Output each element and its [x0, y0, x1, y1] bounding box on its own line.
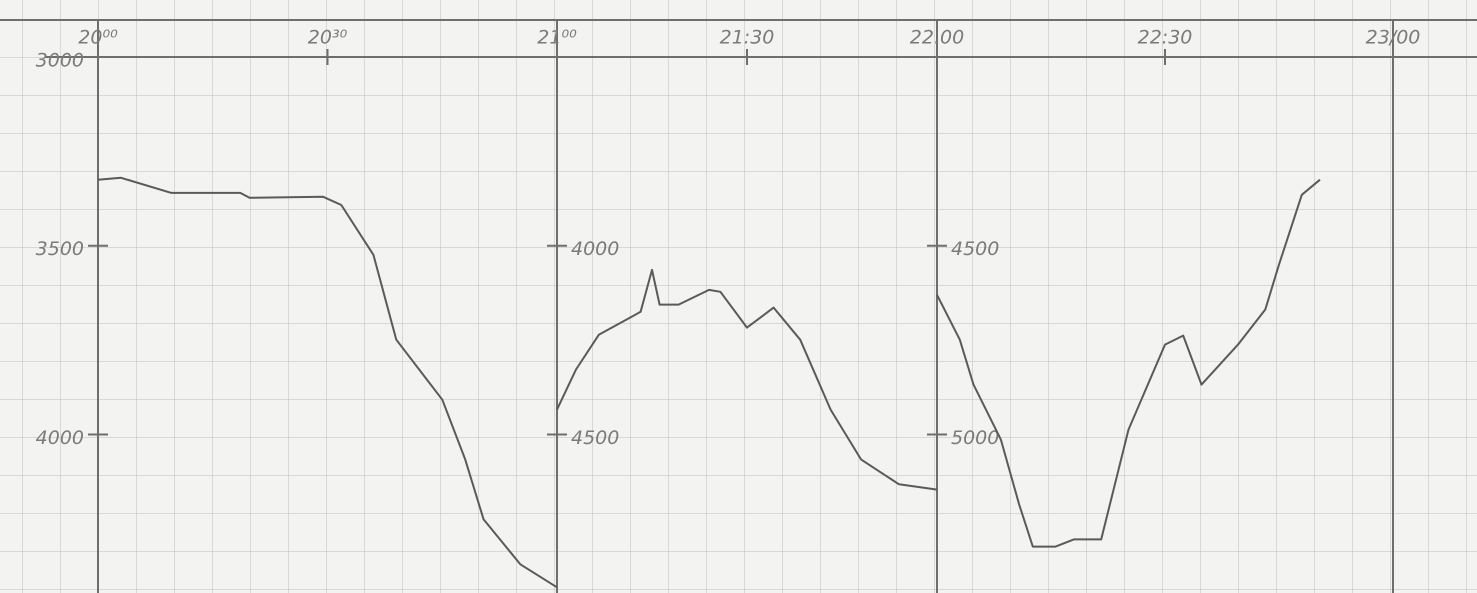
- y-tick-label: 4000: [36, 427, 84, 449]
- data-line: [97, 176, 558, 589]
- x-tick-label: 21⁰⁰: [537, 27, 577, 49]
- x-tick-label: 22:30: [1138, 27, 1193, 49]
- y-tick-label: 4500: [571, 427, 619, 449]
- y-tick-label: 4000: [571, 238, 619, 260]
- x-tick-label: 21:30: [720, 27, 775, 49]
- x-tick-label: 20³⁰: [308, 27, 348, 49]
- data-line: [936, 178, 1321, 548]
- y-tick-label: 4500: [951, 238, 999, 260]
- x-tick-label: 23/00: [1366, 27, 1421, 49]
- y-tick-label: 3000: [36, 50, 84, 72]
- y-tick-label: 3500: [36, 238, 84, 260]
- x-tick-label: 20⁰⁰: [78, 27, 118, 49]
- y-tick-label: 5000: [951, 427, 999, 449]
- data-line: [556, 268, 938, 491]
- x-tick-label: 22.00: [910, 27, 964, 49]
